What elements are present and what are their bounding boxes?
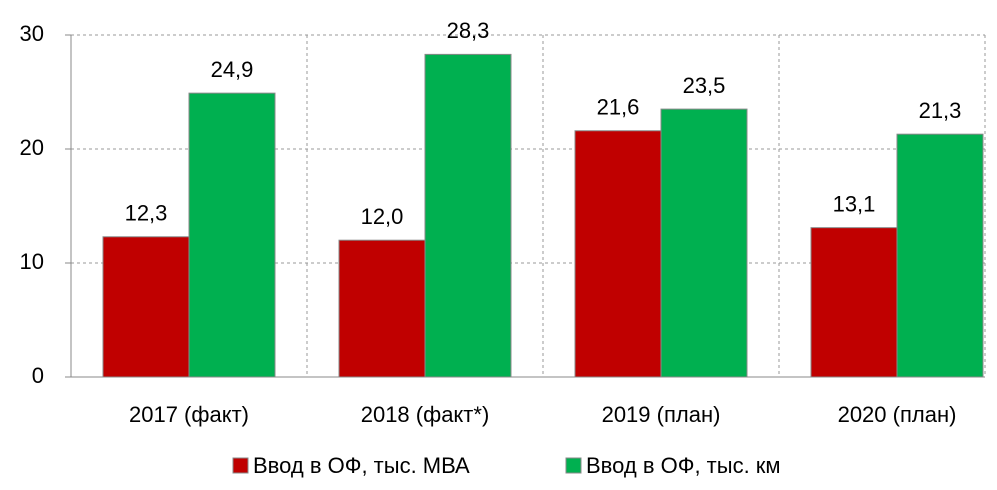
value-label: 28,3 [447,18,490,43]
value-label: 23,5 [683,73,726,98]
value-label: 21,6 [597,95,640,120]
bar [188,92,276,378]
bar [810,227,898,378]
legend-label: Ввод в ОФ, тыс. МВА [253,453,470,478]
bar [660,108,748,378]
x-tick-label: 2017 (факт) [129,402,249,427]
value-label: 12,0 [361,204,404,229]
value-label: 12,3 [125,201,168,226]
bar [896,133,984,378]
value-label: 24,9 [211,57,254,82]
x-tick-label: 2018 (факт*) [361,402,490,427]
x-tick-label: 2019 (план) [602,402,721,427]
bar [102,236,190,378]
bar [574,130,662,378]
legend-label: Ввод в ОФ, тыс. км [586,453,781,478]
x-tick-label: 2020 (план) [838,402,957,427]
bar [424,53,512,378]
y-tick-label: 10 [20,249,44,274]
legend-swatch [565,457,582,474]
value-label: 21,3 [919,98,962,123]
y-tick-label: 0 [32,363,44,388]
bar [338,239,426,378]
legend-swatch [232,457,249,474]
y-tick-label: 20 [20,135,44,160]
y-tick-label: 30 [20,21,44,46]
value-label: 13,1 [833,191,876,216]
